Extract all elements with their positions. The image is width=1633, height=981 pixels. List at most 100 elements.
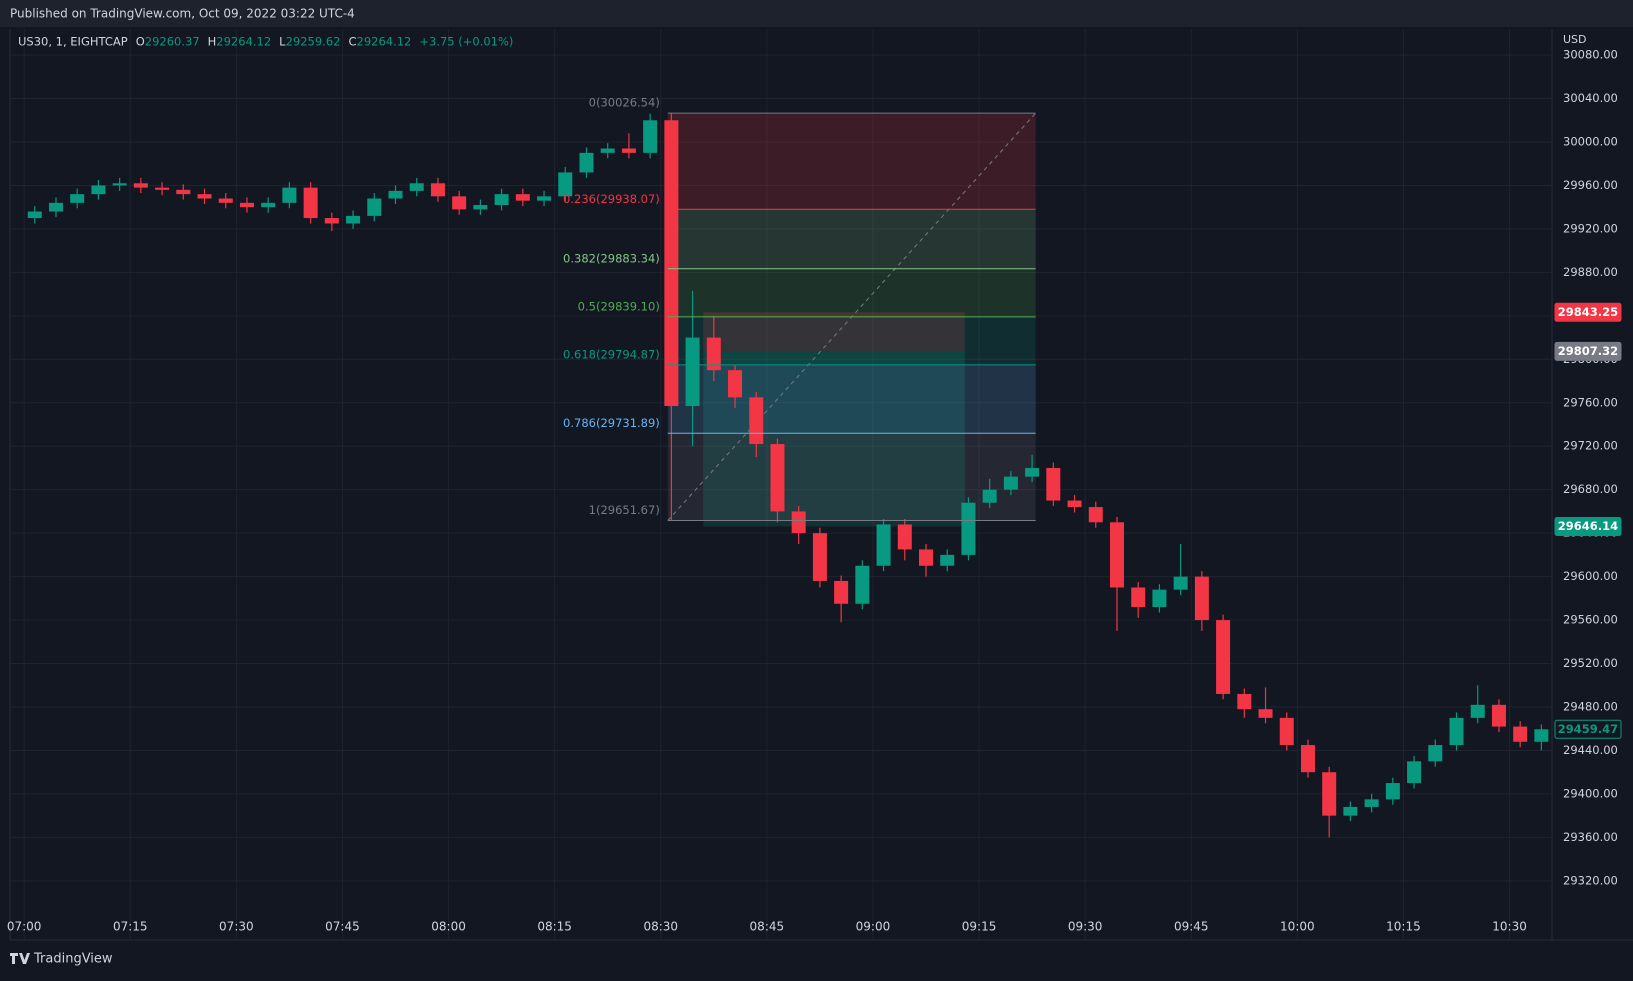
candle-body <box>1428 745 1443 762</box>
fib-level-label: 0(30026.54) <box>589 96 660 110</box>
x-tick-label: 08:00 <box>431 920 466 934</box>
candle-body <box>600 148 615 153</box>
candle-body <box>91 185 106 195</box>
candle-body <box>812 533 827 581</box>
fib-band <box>667 316 1036 365</box>
fib-level-label: 0.786(29731.89) <box>563 416 660 430</box>
candle-body <box>494 194 509 206</box>
candle-body <box>452 196 467 210</box>
candle-body <box>791 511 806 534</box>
x-tick-label: 10:30 <box>1492 920 1527 934</box>
x-tick-label: 10:00 <box>1280 920 1315 934</box>
candle-body <box>749 397 764 445</box>
y-tick-label: 30000.00 <box>1563 134 1618 148</box>
drawings <box>667 112 1037 527</box>
candle-body <box>1194 576 1209 621</box>
candle-body <box>70 194 85 203</box>
candle-body <box>27 211 42 219</box>
legend-value: 29260.37 <box>145 35 200 49</box>
candle-body <box>1449 717 1464 746</box>
logo <box>10 953 30 964</box>
candle-body <box>876 524 891 566</box>
candle-body <box>176 189 191 195</box>
y-tick-label: 29720.00 <box>1563 439 1618 453</box>
y-tick-label: 29680.00 <box>1563 482 1618 496</box>
candle-body <box>537 196 552 201</box>
candle-body <box>834 580 849 604</box>
header-title: Published on TradingView.com, Oct 09, 20… <box>10 7 355 21</box>
fib-band <box>667 113 1036 210</box>
candle-body <box>1152 589 1167 608</box>
candle-body <box>112 183 127 186</box>
candle-body <box>1322 772 1337 816</box>
candle-body <box>155 187 170 190</box>
x-tick-label: 09:45 <box>1174 920 1209 934</box>
candle-body <box>1173 576 1188 590</box>
candle-body <box>218 198 233 203</box>
stop-zone <box>703 312 965 352</box>
y-tick-label: 29960.00 <box>1563 178 1618 192</box>
candle-body <box>728 370 743 398</box>
fib-level-label: 0.5(29839.10) <box>578 299 660 313</box>
candle-body <box>1067 500 1082 508</box>
y-tick-label: 29440.00 <box>1563 743 1618 757</box>
candle-body <box>48 202 63 212</box>
x-tick-label: 10:15 <box>1386 920 1421 934</box>
candle-body <box>1025 467 1040 477</box>
candle-body <box>961 502 976 555</box>
x-tick-label: 09:00 <box>856 920 891 934</box>
fib-level-label: 0.382(29883.34) <box>563 251 660 265</box>
price-label-box <box>1554 719 1622 739</box>
legend: US30, 1, EIGHTCAP O 29260.37 H 29264.12 L 2925… <box>18 35 513 49</box>
candle-body <box>770 444 785 512</box>
y-tick-label: 29880.00 <box>1563 265 1618 279</box>
candle-body <box>1258 709 1273 718</box>
candle-body <box>239 202 254 208</box>
candle-body <box>706 337 721 371</box>
x-tick-label: 07:30 <box>219 920 254 934</box>
x-tick-label: 09:15 <box>962 920 997 934</box>
candle-body <box>1513 726 1528 742</box>
footer-bar <box>0 941 1633 977</box>
fib-band <box>667 268 1036 317</box>
candle-body <box>1216 620 1231 694</box>
candles <box>27 113 1549 838</box>
candle-body <box>685 337 700 407</box>
x-tick-label: 08:30 <box>643 920 678 934</box>
y-tick-label: 29480.00 <box>1563 699 1618 713</box>
y-tick-label: 29920.00 <box>1563 221 1618 235</box>
candle-body <box>133 183 148 188</box>
price-label-box <box>1554 516 1622 536</box>
fib-level-label: 0.236(29938.07) <box>563 192 660 206</box>
candle-body <box>579 152 594 173</box>
legend-key: L <box>279 35 286 49</box>
labels: 07:00 07:15 07:30 07:45 08:00 08:15 08:30 08:45… <box>7 48 1618 934</box>
x-tick-label: 07:15 <box>113 920 148 934</box>
candle-body <box>197 194 212 199</box>
x-tick-label: 07:45 <box>325 920 360 934</box>
target-zone <box>703 351 965 527</box>
price-label: 29459.47 <box>1558 722 1618 736</box>
price-label: 29646.14 <box>1558 519 1618 533</box>
candle-body <box>664 120 679 407</box>
candle-body <box>1343 806 1358 816</box>
legend-change: +3.75 (+0.01%) <box>419 35 513 49</box>
legend-symbol: US30, 1, EIGHTCAP <box>18 35 128 49</box>
candle-body <box>1491 704 1506 727</box>
candle-body <box>897 524 912 550</box>
candle-body <box>982 489 997 503</box>
candle-body <box>367 198 382 216</box>
y-tick-label: 29600.00 <box>1563 569 1618 583</box>
x-tick-label: 08:15 <box>537 920 572 934</box>
y-tick-label: 29520.00 <box>1563 656 1618 670</box>
candle-body <box>940 554 955 566</box>
price-label: 29807.32 <box>1558 344 1618 358</box>
candle-body <box>643 120 658 153</box>
legend-value: 29264.12 <box>216 35 271 49</box>
x-tick-label: 09:30 <box>1068 920 1103 934</box>
y-tick-label: 29760.00 <box>1563 395 1618 409</box>
candle-body <box>346 215 361 224</box>
candle-body <box>855 565 870 604</box>
candle-body <box>282 187 297 203</box>
